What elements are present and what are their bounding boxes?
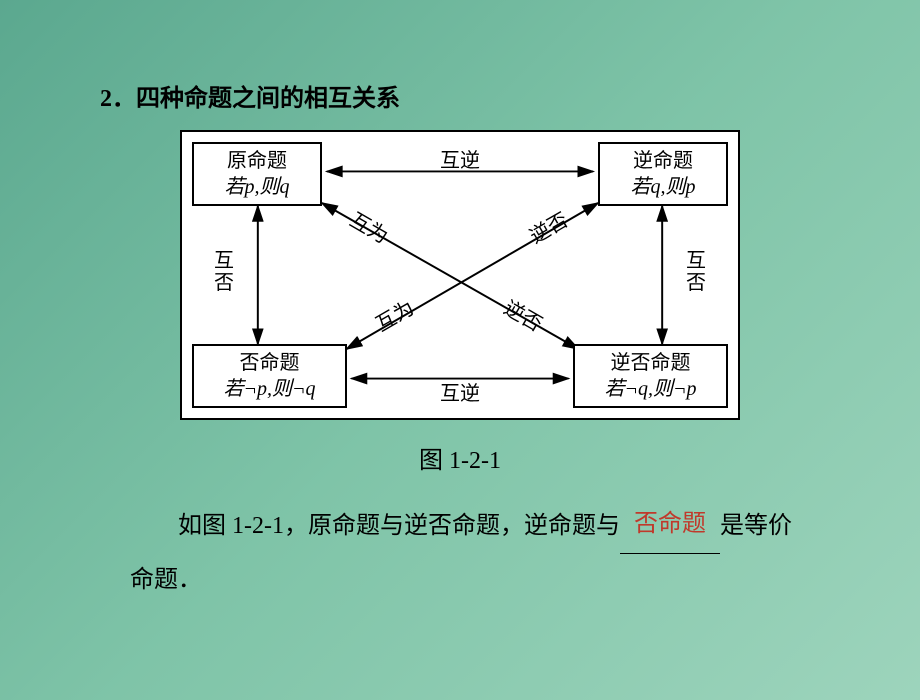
answer-text: 否命题 xyxy=(634,511,706,537)
edge-label-diag-tlbr-b: 逆否 xyxy=(499,292,548,337)
edge-label-diag-trbl-a: 逆否 xyxy=(523,204,572,249)
edge-label-top: 互逆 xyxy=(440,144,480,173)
body-paragraph: 如图 1-2-1，原命题与逆否命题，逆命题与否命题是等价 命题． xyxy=(130,500,792,607)
proposition-diagram: 原命题 若p,则q 逆命题 若q,则p 否命题 若¬p,则¬q 逆否命题 若¬q… xyxy=(180,130,740,420)
node-title: 逆否命题 xyxy=(583,350,718,376)
edge-label-right: 互否 xyxy=(684,250,708,294)
edge-label-left: 互否 xyxy=(212,250,236,294)
node-converse: 逆命题 若q,则p xyxy=(598,142,728,206)
edge-label-diag-trbl-b: 互为 xyxy=(369,292,418,337)
node-inverse: 否命题 若¬p,则¬q xyxy=(192,344,347,408)
node-formula: 若¬q,则¬p xyxy=(583,376,718,402)
node-formula: 若q,则p xyxy=(608,174,718,200)
fill-blank: 否命题 xyxy=(620,500,720,554)
node-original: 原命题 若p,则q xyxy=(192,142,322,206)
figure-caption: 图 1-2-1 xyxy=(0,440,920,475)
edge-label-diag-tlbr-a: 互为 xyxy=(345,204,394,249)
node-title: 原命题 xyxy=(202,148,312,174)
body-prefix: 如图 1-2-1，原命题与逆否命题，逆命题与 xyxy=(178,513,620,539)
section-title: 2．四种命题之间的相互关系 xyxy=(100,78,400,113)
node-contrapositive: 逆否命题 若¬q,则¬p xyxy=(573,344,728,408)
node-title: 否命题 xyxy=(202,350,337,376)
node-title: 逆命题 xyxy=(608,148,718,174)
body-suffix1: 是等价 xyxy=(720,513,792,539)
body-suffix2: 命题． xyxy=(130,567,202,593)
node-formula: 若p,则q xyxy=(202,174,312,200)
node-formula: 若¬p,则¬q xyxy=(202,376,337,402)
edge-label-bottom: 互逆 xyxy=(440,377,480,406)
